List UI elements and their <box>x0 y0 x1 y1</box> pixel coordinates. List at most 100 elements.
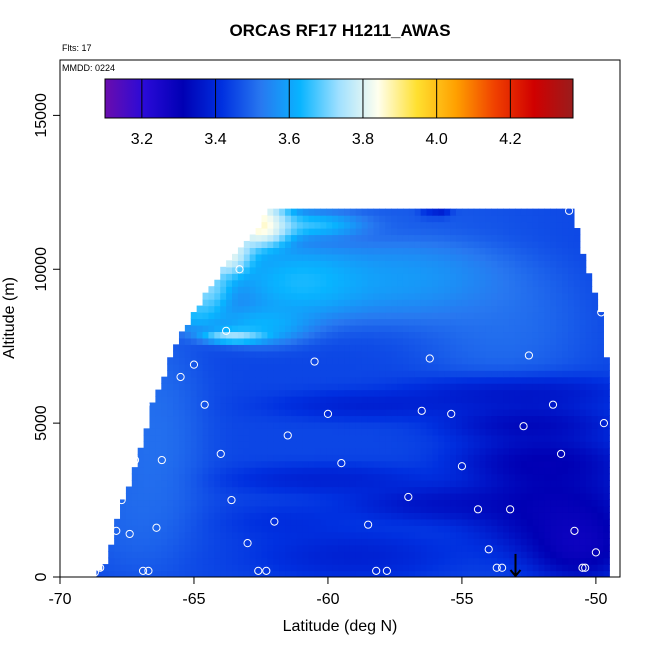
heatmap-cell <box>184 389 192 397</box>
heatmap-cell <box>320 421 327 429</box>
heatmap-cell <box>320 253 327 261</box>
heatmap-cell <box>479 434 487 442</box>
heatmap-cell <box>379 363 386 371</box>
heatmap-cell <box>514 557 522 565</box>
heatmap-cell <box>326 421 333 429</box>
heatmap-cell <box>426 273 434 281</box>
heatmap-cell <box>568 557 575 565</box>
heatmap-cell <box>361 305 369 313</box>
heatmap-cell <box>249 480 257 488</box>
heatmap-cell <box>243 357 251 365</box>
heatmap-cell <box>314 299 322 307</box>
heatmap-cell <box>355 434 363 442</box>
heatmap-cell <box>438 434 445 442</box>
heatmap-cell <box>155 408 162 417</box>
heatmap-cell <box>385 383 392 391</box>
heatmap-cell <box>526 557 534 565</box>
heatmap-cell <box>255 499 263 507</box>
heatmap-cell <box>373 292 380 300</box>
heatmap-cell <box>208 312 215 320</box>
heatmap-cell <box>237 499 245 507</box>
heatmap-cell <box>550 350 557 358</box>
heatmap-cell <box>367 473 375 481</box>
y-tick-label: 0 <box>33 572 50 581</box>
heatmap-cell <box>373 228 380 236</box>
heatmap-cell <box>267 247 274 255</box>
heatmap-cell <box>361 441 369 449</box>
heatmap-cell <box>444 221 451 229</box>
heatmap-cell <box>438 492 445 501</box>
heatmap-cell <box>485 415 492 423</box>
heatmap-cell <box>491 215 498 223</box>
heatmap-cell <box>255 305 263 313</box>
heatmap-cell <box>509 337 516 345</box>
heatmap-cell <box>314 512 322 520</box>
heatmap-cell <box>438 415 445 423</box>
heatmap-cell <box>485 208 492 216</box>
heatmap-cell <box>568 454 575 462</box>
heatmap-cell <box>420 557 428 565</box>
heatmap-cell <box>568 312 575 320</box>
heatmap-cell <box>544 357 551 365</box>
heatmap-cell <box>173 447 180 455</box>
heatmap-cell <box>220 376 227 384</box>
heatmap-cell <box>473 473 481 481</box>
heatmap-cell <box>344 273 351 281</box>
heatmap-cell <box>320 564 327 572</box>
heatmap-cell <box>485 525 492 533</box>
heatmap-cell <box>461 376 469 384</box>
heatmap-cell <box>114 544 121 552</box>
heatmap-cell <box>137 538 145 546</box>
heatmap-cell <box>385 279 392 287</box>
heatmap-cell <box>473 292 481 300</box>
heatmap-cell <box>514 467 522 475</box>
heatmap-cell <box>408 396 416 404</box>
heatmap-cell <box>367 305 375 313</box>
heatmap-cell <box>514 305 522 313</box>
heatmap-cell <box>137 512 145 520</box>
heatmap-cell <box>102 564 109 572</box>
heatmap-cell <box>367 279 375 287</box>
heatmap-cell <box>173 473 180 481</box>
heatmap-cell <box>125 531 133 539</box>
heatmap-cell <box>414 480 422 488</box>
heatmap-cell <box>479 531 487 539</box>
heatmap-cell <box>514 318 522 326</box>
heatmap-cell <box>379 518 386 526</box>
heatmap-cell <box>332 396 339 404</box>
heatmap-cell <box>503 312 510 320</box>
heatmap-cell <box>344 215 351 223</box>
heatmap-cell <box>208 505 215 513</box>
heatmap-cell <box>420 518 428 526</box>
heatmap-cell <box>296 557 304 565</box>
heatmap-cell <box>243 318 251 326</box>
heatmap-cell <box>379 215 386 223</box>
heatmap-cell <box>332 531 339 539</box>
heatmap-cell <box>603 408 610 417</box>
heatmap-cell <box>391 499 398 507</box>
heatmap-cell <box>214 460 221 468</box>
heatmap-cell <box>456 564 463 572</box>
heatmap-cell <box>603 389 610 397</box>
heatmap-cell <box>573 415 581 423</box>
heatmap-cell <box>456 525 463 533</box>
heatmap-cell <box>332 228 339 236</box>
heatmap-cell <box>237 370 245 378</box>
heatmap-cell <box>332 208 339 216</box>
heatmap-cell <box>456 350 463 358</box>
heatmap-cell <box>355 531 363 539</box>
heatmap-cell <box>568 357 575 365</box>
heatmap-cell <box>585 518 593 526</box>
heatmap-cell <box>456 428 463 436</box>
heatmap-cell <box>479 253 487 261</box>
heatmap-cell <box>379 266 386 274</box>
heatmap-cell <box>579 492 587 501</box>
heatmap-cell <box>120 551 127 559</box>
heatmap-cell <box>562 350 569 358</box>
heatmap-cell <box>344 415 351 423</box>
heatmap-cell <box>173 492 180 501</box>
heatmap-cell <box>514 499 522 507</box>
heatmap-cell <box>456 305 463 313</box>
heatmap-cell <box>432 428 439 436</box>
heatmap-cell <box>202 396 210 404</box>
